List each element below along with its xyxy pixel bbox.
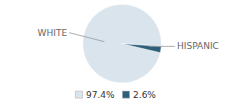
svg-text:2.6%: 2.6% (133, 89, 156, 99)
svg-text:HISPANIC: HISPANIC (177, 41, 219, 51)
svg-text:WHITE: WHITE (38, 28, 68, 38)
svg-text:97.4%: 97.4% (86, 89, 115, 99)
